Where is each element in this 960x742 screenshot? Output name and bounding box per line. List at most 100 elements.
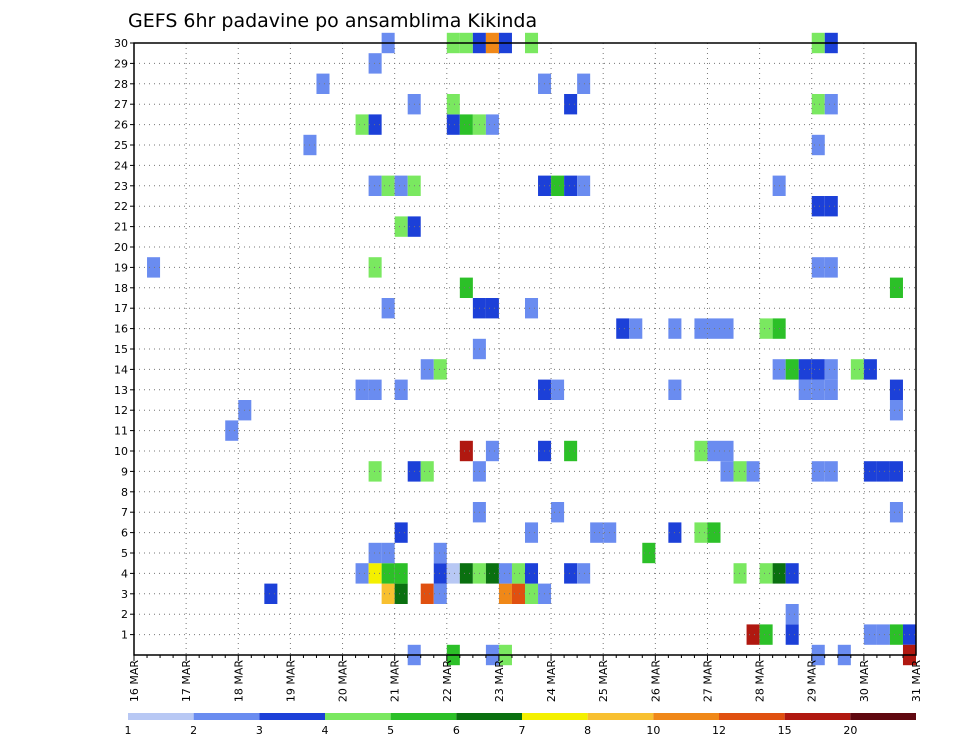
heatmap-cell (733, 461, 747, 482)
colorbar-swatch (587, 713, 654, 720)
heatmap-cell (264, 583, 278, 604)
x-tick-label: 26 MAR (649, 660, 662, 703)
heatmap-cell (551, 175, 565, 196)
heatmap-cell (368, 542, 382, 564)
grid-lines (134, 43, 916, 655)
heatmap-cell (889, 277, 903, 298)
x-tick-label: 17 MAR (180, 660, 193, 703)
colorbar-label: 4 (322, 724, 329, 737)
y-tick-label: 8 (121, 486, 128, 499)
heatmap-cell (746, 461, 760, 482)
heatmap-cell (368, 563, 382, 584)
heatmap-cell (629, 318, 643, 339)
y-tick-label: 26 (114, 119, 128, 132)
heatmap-cell (381, 542, 395, 564)
heatmap-cell (368, 461, 382, 482)
heatmap-cell (368, 379, 382, 400)
heatmap-cell (759, 318, 773, 339)
colorbar-label: 1 (125, 724, 132, 737)
colorbar-swatch (653, 713, 719, 720)
y-tick-label: 9 (121, 465, 128, 478)
heatmap-cell (459, 440, 473, 462)
heatmap-cell (446, 114, 460, 135)
heatmap-cell (824, 461, 838, 482)
colorbar-label: 15 (778, 724, 792, 737)
heatmap-cell (368, 257, 382, 278)
heatmap-cell (564, 563, 578, 584)
heatmap-cell (811, 359, 825, 380)
colorbar-swatch (259, 713, 325, 720)
heatmap-cell (498, 583, 512, 604)
heatmap-cell (525, 583, 539, 604)
heatmap-cell (485, 298, 499, 319)
heatmap-cell (485, 114, 499, 135)
heatmap-cell (316, 73, 330, 94)
heatmap-cell (433, 359, 447, 380)
y-tick-label: 15 (114, 343, 128, 356)
heatmap-cell (459, 563, 473, 584)
heatmap-cell (394, 216, 408, 237)
heatmap-cell (707, 318, 721, 339)
colorbar-label: 5 (387, 724, 394, 737)
x-tick-label: 27 MAR (701, 660, 714, 703)
heatmap-cell (824, 196, 838, 217)
x-tick-label: 24 MAR (545, 660, 558, 703)
y-tick-label: 5 (121, 547, 128, 560)
y-tick-label: 2 (121, 608, 128, 621)
heatmap-cell (511, 563, 525, 584)
heatmap-cell (785, 624, 799, 645)
heatmap-cell (355, 379, 369, 400)
heatmap-cell (368, 175, 382, 196)
colorbar-swatch (456, 713, 522, 720)
y-tick-label: 16 (114, 323, 128, 336)
y-tick-label: 7 (121, 506, 128, 519)
heatmap-cell (694, 440, 708, 462)
heatmap-cell (720, 461, 734, 482)
heatmap-cell (525, 563, 539, 584)
heatmap-cell (577, 175, 591, 196)
heatmap-cell (733, 563, 747, 584)
heatmap-cell (420, 359, 434, 380)
heatmap-cell (824, 94, 838, 115)
heatmap-cell (720, 440, 734, 462)
heatmap-cell (368, 114, 382, 135)
y-tick-label: 23 (114, 180, 128, 193)
x-tick-label: 25 MAR (597, 660, 610, 703)
heatmap-cell (811, 196, 825, 217)
y-tick-label: 19 (114, 261, 128, 274)
heatmap-cell (785, 359, 799, 380)
x-tick-label: 16 MAR (128, 660, 141, 703)
y-tick-label: 29 (114, 57, 128, 70)
heatmap-cell (889, 502, 903, 523)
colorbar-swatch (719, 713, 785, 720)
y-tick-label: 10 (114, 445, 128, 458)
heatmap-cell (642, 542, 656, 564)
heatmap-cell (889, 461, 903, 482)
heatmap-cell (889, 379, 903, 400)
heatmap-cell (355, 114, 369, 135)
heatmap-cell (759, 563, 773, 584)
heatmap-cell (368, 53, 382, 74)
heatmap-cell (511, 583, 525, 604)
colorbar-swatch (522, 713, 588, 720)
heatmap-cell (707, 440, 721, 462)
heatmap-cell (394, 563, 408, 584)
heatmap-cell (446, 563, 460, 584)
heatmap-cell (459, 114, 473, 135)
y-tick-label: 25 (114, 139, 128, 152)
heatmap-cells (147, 32, 916, 666)
x-tick-label: 29 MAR (806, 660, 819, 703)
heatmap-cell (525, 522, 539, 543)
chart-title: GEFS 6hr padavine po ansamblima Kikinda (128, 10, 537, 32)
x-tick-label: 22 MAR (441, 660, 454, 703)
heatmap-cell (811, 257, 825, 278)
y-tick-label: 3 (121, 588, 128, 601)
heatmap-cell (381, 298, 395, 319)
heatmap-cell (824, 379, 838, 400)
heatmap-cell (394, 583, 408, 604)
x-tick-label: 19 MAR (284, 660, 297, 703)
heatmap-cell (720, 318, 734, 339)
x-tick-label: 18 MAR (232, 660, 245, 703)
colorbar-swatch (193, 713, 260, 720)
heatmap-cell (420, 583, 434, 604)
